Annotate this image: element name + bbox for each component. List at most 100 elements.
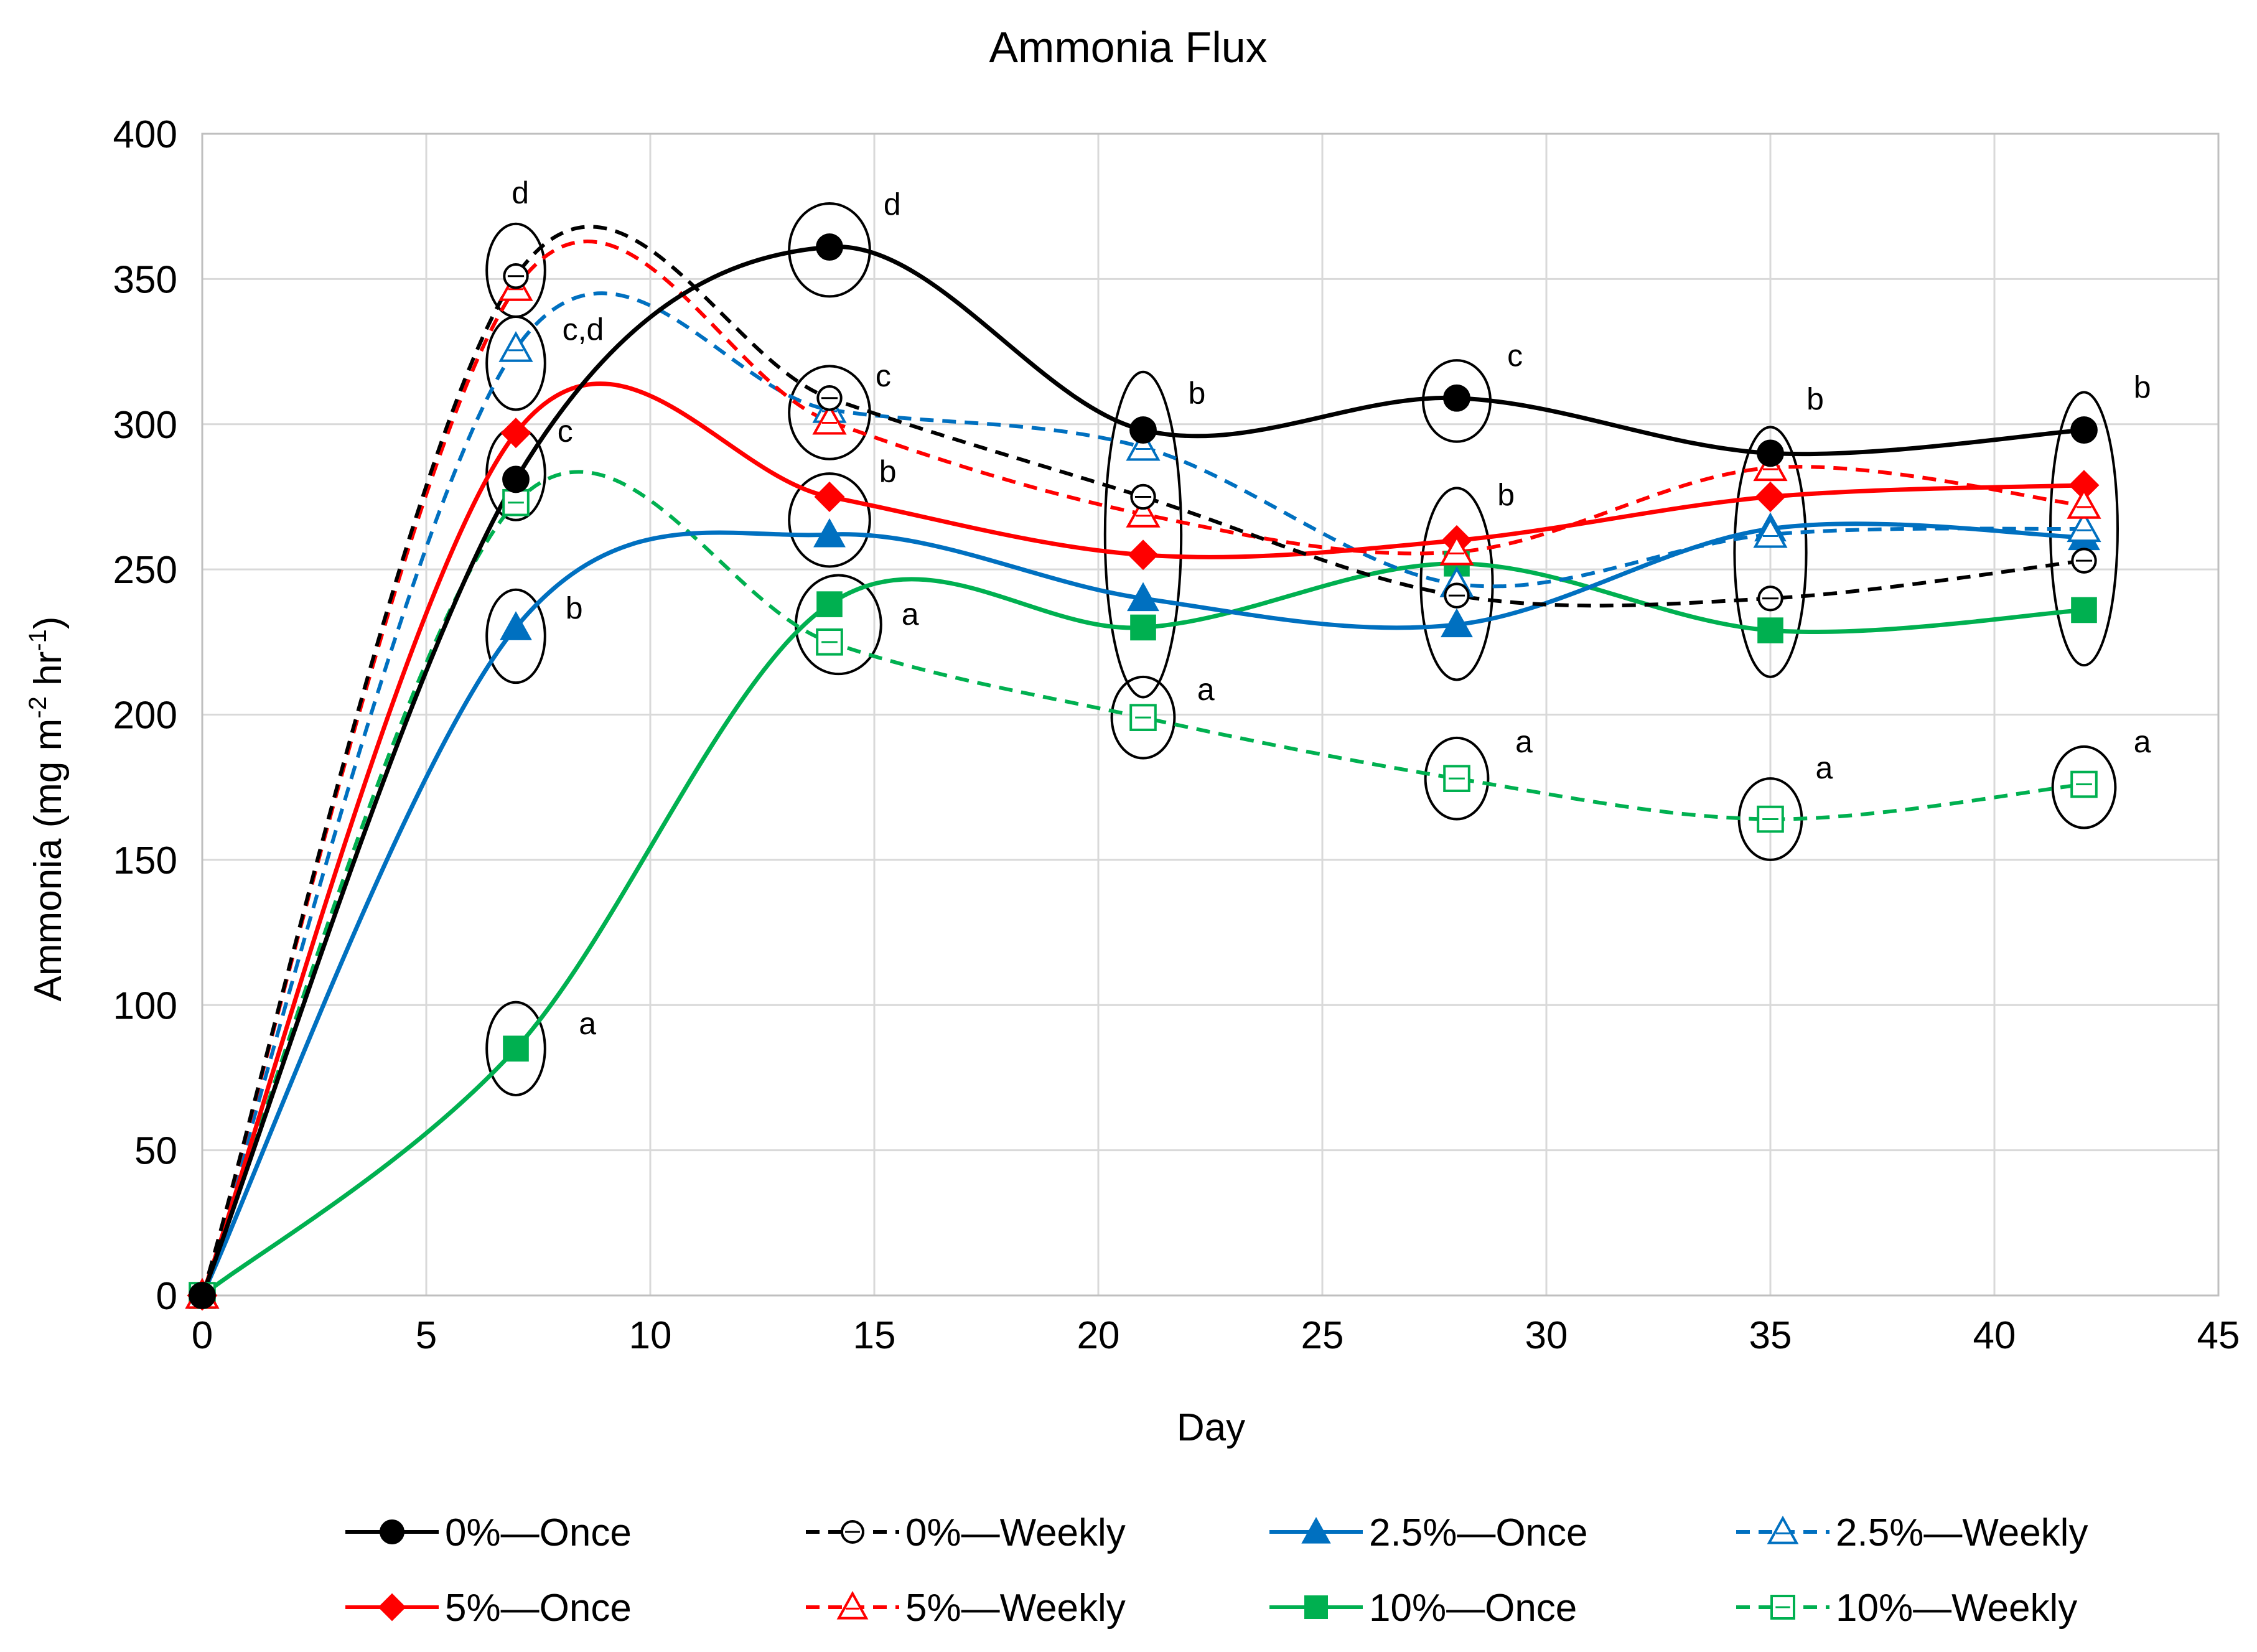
- legend-entry-5: 5%—Weekly: [806, 1587, 1126, 1630]
- square-marker-shape: [1770, 1595, 1795, 1620]
- series-5-point-3: [1126, 497, 1161, 528]
- significance-letter-14: b: [1806, 381, 1824, 416]
- y-tick-label: 50: [134, 1130, 177, 1173]
- triangle-marker-shape: [1441, 608, 1473, 638]
- significance-letter-7: b: [879, 454, 897, 489]
- series-1-point-1: [503, 263, 529, 289]
- series-0-point-0: [189, 1282, 216, 1309]
- series-6-point-5: [1757, 617, 1783, 643]
- legend-entry-4: 5%—Once: [345, 1587, 632, 1630]
- series-6-point-6: [2071, 597, 2097, 623]
- x-axis-label: Day: [1177, 1406, 1245, 1449]
- x-tick-label: 25: [1301, 1314, 1344, 1357]
- series-0-point-4: [1443, 384, 1470, 412]
- y-tick-label: 150: [113, 839, 177, 882]
- circle-marker-shape: [189, 1282, 216, 1309]
- significance-letter-17: a: [2134, 724, 2151, 759]
- axis-tick-labels: 0 50 100 150 200 250 300 350 400 0 5 10 15 20 25 30 35 40…: [113, 113, 2240, 1357]
- legend-marker-1: [841, 1520, 864, 1544]
- series-6-point-1: [503, 1035, 529, 1062]
- gridlines: [201, 133, 2220, 1297]
- legend-marker-3: [1767, 1515, 1799, 1544]
- x-tick-label: 0: [192, 1314, 213, 1357]
- series-2-point-1: [500, 611, 532, 640]
- series-4-point-2: [814, 481, 845, 512]
- series-5-point-6: [2067, 488, 2101, 519]
- y-axis-label-end: ): [27, 617, 70, 630]
- series-3-point-6: [2067, 511, 2101, 543]
- significance-letter-13: a: [1515, 724, 1533, 759]
- circle-marker-shape: [502, 465, 530, 493]
- legend-entry-2: 2.5%—Once: [1269, 1511, 1588, 1554]
- x-tick-label: 40: [1973, 1314, 2016, 1357]
- significance-letter-1: c,d: [563, 312, 604, 347]
- y-tick-label: 100: [113, 984, 177, 1027]
- series-2-point-2: [813, 518, 846, 548]
- x-tick-label: 10: [629, 1314, 672, 1357]
- grouping-ellipse-17: [2051, 745, 2117, 829]
- series-line-1: [200, 225, 2085, 1296]
- square-marker-shape: [2071, 597, 2097, 623]
- significance-letter-11: c: [1507, 338, 1523, 373]
- triangle-marker-shape: [812, 403, 847, 435]
- y-tick-label: 250: [113, 549, 177, 592]
- circle-marker-shape: [1443, 384, 1470, 412]
- grouping-ellipse-14: [1733, 426, 1808, 678]
- series-1-point-6: [2071, 548, 2097, 574]
- grouping-ellipse-13: [1424, 736, 1490, 821]
- series-3-point-3: [1126, 429, 1161, 461]
- grouping-ellipse-10: [1110, 675, 1176, 760]
- grouping-ellipse-7: [788, 472, 871, 568]
- triangle-marker-shape: [2067, 488, 2101, 519]
- legend-entry-1: 0%—Weekly: [806, 1511, 1126, 1554]
- series-3-point-5: [1753, 516, 1788, 548]
- legend-label-2: 2.5%—Once: [1369, 1511, 1588, 1554]
- legend-marker-4: [378, 1593, 406, 1622]
- triangle-marker-shape: [836, 1590, 869, 1620]
- triangle-marker-shape: [498, 331, 533, 362]
- series-1-point-4: [1444, 582, 1470, 609]
- series-7-point-6: [2070, 770, 2098, 798]
- series-line-3: [200, 291, 2085, 1296]
- data-point-markers: [185, 233, 2101, 1311]
- significance-letter-16: b: [2134, 370, 2151, 405]
- plot-frame: [201, 133, 2220, 1297]
- legend-marker-5: [836, 1590, 869, 1620]
- x-tick-label: 20: [1077, 1314, 1120, 1357]
- series-4-point-5: [1755, 481, 1786, 512]
- x-tick-label: 35: [1749, 1314, 1792, 1357]
- y-axis-label-sup1: -2: [24, 696, 52, 719]
- significance-letter-10: a: [1197, 672, 1215, 707]
- y-tick-label: 400: [113, 113, 177, 156]
- legend-marker-2: [1301, 1516, 1331, 1544]
- legend-label-6: 10%—Once: [1369, 1587, 1577, 1630]
- legend-marker-0: [380, 1519, 404, 1544]
- series-line-0: [200, 245, 2085, 1297]
- significance-letter-4: a: [579, 1006, 596, 1041]
- series-line-4: [200, 381, 2085, 1297]
- y-tick-label: 200: [113, 694, 177, 737]
- legend-label-4: 5%—Once: [445, 1587, 632, 1630]
- series-0-point-2: [816, 233, 843, 261]
- triangle-marker-shape: [1126, 497, 1161, 528]
- chart-title: Ammonia Flux: [989, 23, 1267, 72]
- y-axis-label-main: Ammonia (mg m: [27, 719, 70, 1002]
- y-axis-label-sup2: -1: [24, 629, 52, 651]
- series-0-point-6: [2070, 416, 2098, 444]
- circle-marker-shape: [1757, 439, 1784, 467]
- grouping-ellipse-4: [485, 1001, 546, 1096]
- series-6-point-3: [1130, 614, 1156, 641]
- significance-letter-2: c: [558, 414, 573, 449]
- square-marker-shape: [1757, 617, 1783, 643]
- grouping-ellipse-1: [485, 315, 546, 411]
- grouping-ellipse-12: [1419, 487, 1494, 681]
- x-tick-label: 30: [1525, 1314, 1568, 1357]
- triangle-marker-shape: [2067, 511, 2101, 543]
- x-tick-label: 45: [2197, 1314, 2240, 1357]
- series-3-point-1: [498, 331, 533, 362]
- legend-label-1: 0%—Weekly: [905, 1511, 1126, 1554]
- y-tick-label: 0: [156, 1275, 177, 1318]
- series-0-point-3: [1129, 416, 1157, 444]
- series-line-2: [200, 521, 2085, 1297]
